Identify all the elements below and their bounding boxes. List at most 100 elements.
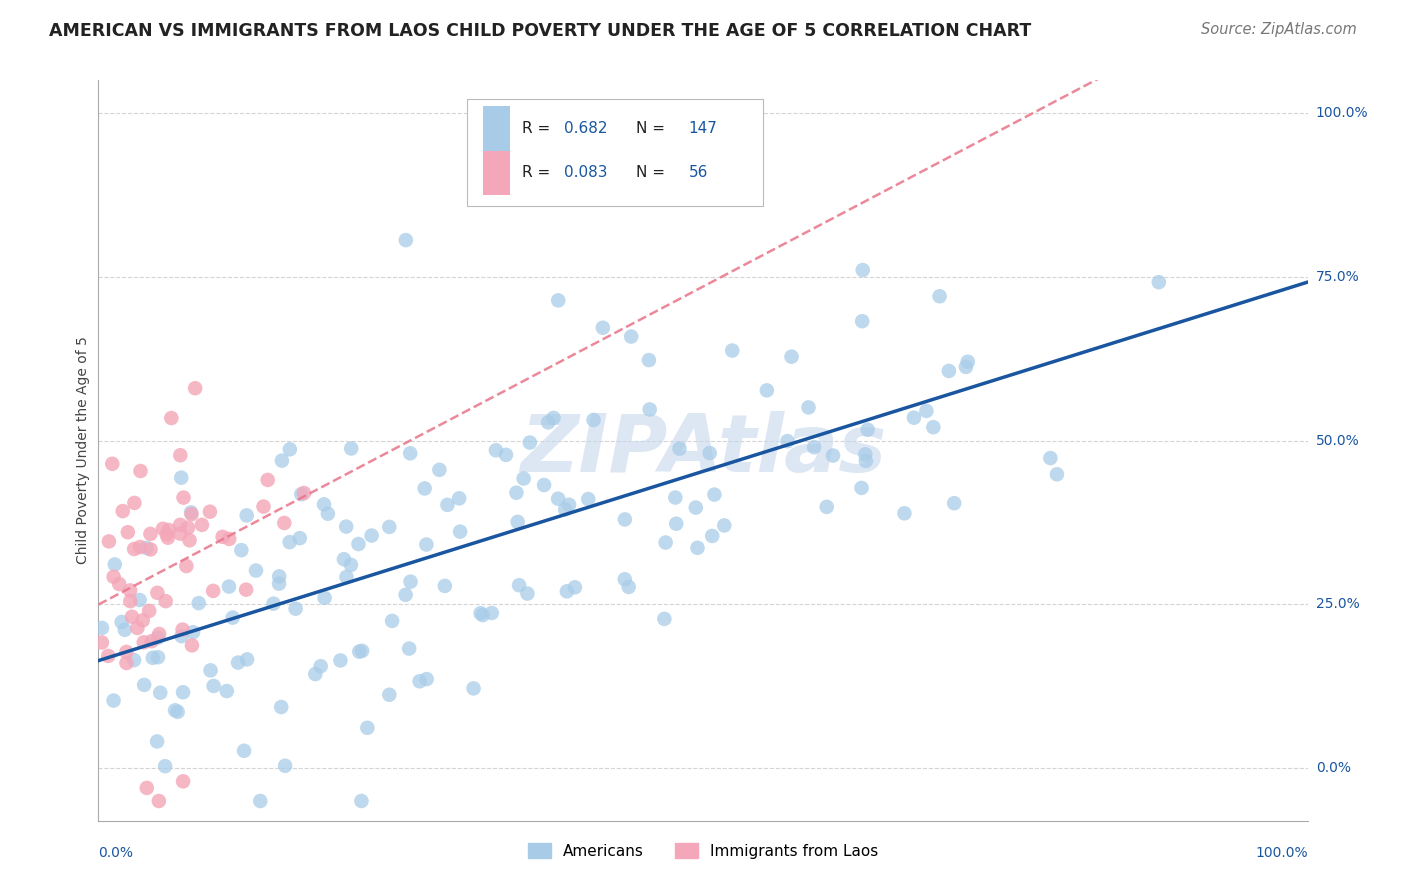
Point <box>943 496 966 510</box>
Point <box>703 487 725 501</box>
Point <box>554 502 576 516</box>
Point <box>755 384 778 398</box>
Point <box>329 653 352 667</box>
Point <box>222 610 245 624</box>
Point <box>278 535 301 549</box>
Point <box>155 594 177 608</box>
Point <box>169 517 191 532</box>
Point <box>922 420 945 434</box>
Point <box>797 401 820 415</box>
Point <box>231 543 253 558</box>
Point <box>903 410 925 425</box>
Point <box>127 621 149 635</box>
Point <box>433 579 456 593</box>
Point <box>156 527 179 541</box>
Point <box>547 293 569 308</box>
Point <box>508 578 530 592</box>
Text: AMERICAN VS IMMIGRANTS FROM LAOS CHILD POVERTY UNDER THE AGE OF 5 CORRELATION CH: AMERICAN VS IMMIGRANTS FROM LAOS CHILD P… <box>49 22 1032 40</box>
Point <box>352 644 374 658</box>
Point <box>1039 451 1062 466</box>
Point <box>169 448 191 462</box>
Point <box>512 471 534 485</box>
Point <box>146 631 169 645</box>
Point <box>156 531 179 545</box>
Point <box>537 416 560 430</box>
Point <box>270 700 292 714</box>
Point <box>173 491 195 505</box>
Point <box>160 411 183 425</box>
Point <box>132 613 155 627</box>
Point <box>654 535 676 549</box>
Point <box>471 608 494 623</box>
Point <box>235 508 257 523</box>
Point <box>202 679 225 693</box>
Point <box>103 693 125 707</box>
Point <box>97 648 120 663</box>
Point <box>699 446 721 460</box>
Point <box>284 601 307 615</box>
Point <box>408 674 430 689</box>
Point <box>592 320 614 334</box>
Point <box>290 487 312 501</box>
Point <box>519 435 541 450</box>
Point <box>101 457 124 471</box>
Point <box>395 588 418 602</box>
Point <box>340 442 363 456</box>
Point <box>956 355 979 369</box>
Point <box>350 794 373 808</box>
Point <box>506 515 529 529</box>
Point <box>90 635 112 649</box>
Point <box>415 672 437 686</box>
Point <box>114 623 136 637</box>
Point <box>776 434 799 449</box>
FancyBboxPatch shape <box>467 99 763 206</box>
Text: N =: N = <box>637 121 671 136</box>
Point <box>378 520 401 534</box>
Point <box>278 442 301 457</box>
Point <box>347 537 370 551</box>
Point <box>115 656 138 670</box>
Point <box>152 522 174 536</box>
Point <box>505 485 527 500</box>
Text: 25.0%: 25.0% <box>1316 598 1360 611</box>
Point <box>215 684 238 698</box>
Point <box>955 359 977 374</box>
Point <box>853 447 876 461</box>
Point <box>134 678 156 692</box>
Point <box>360 528 382 542</box>
Point <box>146 650 169 665</box>
Point <box>312 497 335 511</box>
FancyBboxPatch shape <box>482 106 509 151</box>
Point <box>236 652 259 666</box>
Point <box>815 500 838 514</box>
Point <box>273 516 295 530</box>
Point <box>184 381 207 395</box>
Point <box>564 580 586 594</box>
Point <box>340 558 363 572</box>
Point <box>169 526 191 541</box>
Point <box>91 621 114 635</box>
Point <box>129 464 152 478</box>
Point <box>111 615 134 629</box>
Point <box>664 491 686 505</box>
Point <box>104 558 127 572</box>
Text: 0.0%: 0.0% <box>98 846 134 860</box>
Point <box>148 794 170 808</box>
Point <box>555 584 578 599</box>
Point <box>333 552 356 566</box>
Point <box>1147 275 1170 289</box>
Point <box>141 634 163 648</box>
Point <box>668 442 690 456</box>
Point <box>665 516 688 531</box>
Point <box>245 564 267 578</box>
Point <box>721 343 744 358</box>
Point <box>893 506 915 520</box>
Point <box>470 606 492 620</box>
Point <box>547 491 569 506</box>
Point <box>399 446 422 460</box>
Point <box>146 586 169 600</box>
Text: 56: 56 <box>689 165 707 180</box>
Point <box>97 534 120 549</box>
Point <box>821 449 844 463</box>
Point <box>139 527 162 541</box>
